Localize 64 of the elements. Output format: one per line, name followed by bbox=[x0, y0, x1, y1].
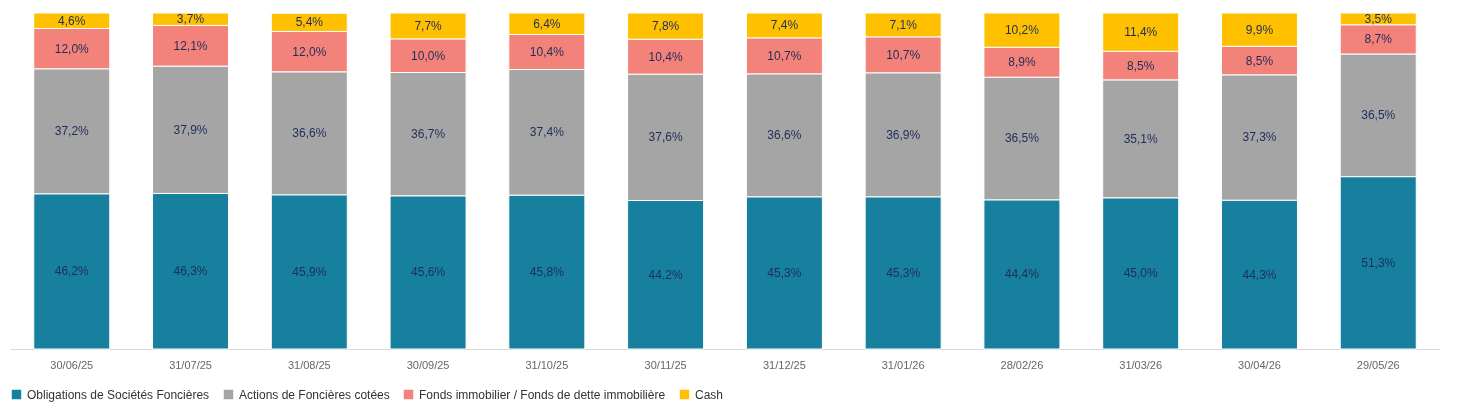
data-label: 7,1% bbox=[889, 17, 918, 32]
data-label: 12,1% bbox=[173, 38, 208, 53]
legend-label: Fonds immobilier / Fonds de dette immobilière bbox=[419, 387, 666, 402]
data-label: 36,9% bbox=[886, 127, 921, 142]
x-tick-label: 30/09/25 bbox=[406, 358, 450, 371]
data-label: 8,5% bbox=[1245, 53, 1274, 68]
data-label: 7,4% bbox=[770, 18, 799, 33]
data-label: 45,3% bbox=[767, 265, 802, 280]
data-label: 36,5% bbox=[1361, 108, 1396, 123]
data-label: 12,0% bbox=[292, 44, 327, 59]
x-tick-label: 31/12/25 bbox=[762, 358, 806, 371]
data-label: 37,9% bbox=[173, 122, 208, 137]
data-label: 10,4% bbox=[648, 49, 683, 64]
x-tick-label: 31/10/25 bbox=[525, 358, 569, 371]
data-label: 46,3% bbox=[173, 264, 208, 279]
data-label: 37,3% bbox=[1242, 130, 1277, 145]
legend-label: Obligations de Sociétés Foncières bbox=[27, 387, 210, 402]
data-label: 45,6% bbox=[411, 265, 446, 280]
x-tick-label: 28/02/26 bbox=[1000, 358, 1044, 371]
data-label: 12,0% bbox=[54, 41, 90, 56]
data-label: 8,5% bbox=[1127, 58, 1155, 73]
x-tick-label: 31/03/26 bbox=[1119, 358, 1163, 371]
data-label: 37,2% bbox=[54, 124, 90, 139]
data-label: 37,4% bbox=[529, 125, 565, 140]
data-label: 36,6% bbox=[292, 126, 327, 141]
data-label: 4,6% bbox=[58, 13, 86, 28]
data-label: 45,3% bbox=[886, 265, 921, 280]
data-label: 36,7% bbox=[411, 127, 446, 142]
data-label: 44,2% bbox=[648, 267, 683, 282]
data-label: 7,7% bbox=[414, 18, 443, 33]
x-tick-label: 31/07/25 bbox=[169, 358, 212, 371]
data-label: 44,4% bbox=[1004, 267, 1040, 282]
data-label: 10,2% bbox=[1004, 23, 1040, 38]
x-tick-label: 30/04/26 bbox=[1238, 358, 1281, 371]
data-label: 9,9% bbox=[1245, 22, 1274, 37]
data-label: 10,4% bbox=[529, 44, 565, 59]
data-label: 3,7% bbox=[176, 12, 205, 27]
data-label: 45,0% bbox=[1123, 266, 1159, 281]
data-label: 7,8% bbox=[651, 19, 680, 34]
data-label: 8,7% bbox=[1364, 32, 1393, 47]
data-label: 37,6% bbox=[648, 130, 683, 145]
data-label: 10,7% bbox=[767, 48, 802, 63]
data-label: 11,4% bbox=[1124, 25, 1158, 40]
data-label: 36,5% bbox=[1004, 131, 1040, 146]
legend-label: Actions de Foncières cotées bbox=[239, 387, 390, 402]
x-tick-label: 31/01/26 bbox=[881, 358, 925, 371]
data-label: 5,4% bbox=[295, 15, 324, 30]
x-tick-label: 30/11/25 bbox=[644, 358, 687, 371]
data-label: 46,2% bbox=[54, 264, 90, 279]
data-label: 10,7% bbox=[886, 47, 921, 62]
data-label: 35,1% bbox=[1123, 131, 1159, 146]
data-label: 10,0% bbox=[411, 48, 446, 63]
data-label: 44,3% bbox=[1242, 267, 1277, 282]
data-label: 45,8% bbox=[529, 265, 565, 280]
data-label: 3,5% bbox=[1364, 11, 1393, 26]
data-label: 51,3% bbox=[1361, 255, 1396, 270]
data-label: 8,9% bbox=[1008, 55, 1036, 70]
data-label: 45,9% bbox=[292, 264, 327, 279]
data-label: 6,4% bbox=[533, 16, 561, 31]
legend-label: Cash bbox=[695, 387, 724, 402]
x-tick-label: 30/06/25 bbox=[50, 358, 94, 371]
x-tick-label: 31/08/25 bbox=[287, 358, 331, 371]
x-tick-label: 29/05/26 bbox=[1356, 358, 1400, 371]
data-label: 36,6% bbox=[767, 128, 802, 143]
